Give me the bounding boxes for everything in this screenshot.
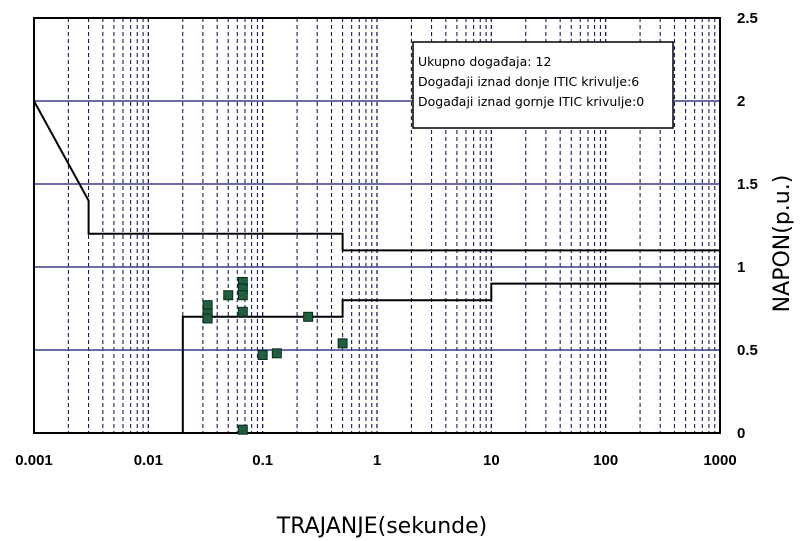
x-tick-label: 0.01 — [134, 452, 163, 469]
x-tick-label: 0.001 — [15, 452, 53, 469]
legend-total-events: Ukupno događaja: 12 — [418, 54, 551, 69]
y-tick-label: 2 — [737, 93, 745, 110]
x-tick-label: 1 — [373, 452, 381, 469]
y-tick-label: 0 — [737, 425, 745, 442]
vertical-grid — [67, 18, 716, 433]
event-point — [237, 424, 248, 435]
event-point — [303, 311, 314, 322]
legend-box: Ukupno događaja: 12 Događaji iznad donje… — [412, 41, 674, 129]
legend-events-above-lower: Događaji iznad donje ITIC krivulje:6 — [418, 74, 639, 89]
x-tick-label: 100 — [593, 452, 618, 469]
legend-frame — [412, 41, 674, 129]
event-point — [223, 290, 234, 301]
y-tick-label: 1.5 — [737, 176, 758, 193]
event-point — [202, 300, 213, 311]
event-point — [337, 338, 348, 349]
lower-itic-curve — [34, 282, 720, 434]
plot-area — [33, 17, 721, 435]
x-tick-label: 0.1 — [252, 452, 273, 469]
event-point — [237, 290, 248, 301]
y-tick-label: 0.5 — [737, 342, 758, 359]
event-points — [202, 276, 348, 435]
event-point — [257, 349, 268, 360]
plot-frame — [33, 17, 721, 434]
y-tick-label: 1 — [737, 259, 745, 276]
x-tick-labels: 0.001 0.01 0.1 1 10 100 1000 — [15, 452, 736, 469]
event-point — [237, 306, 248, 317]
x-tick-label: 10 — [483, 452, 500, 469]
y-tick-labels: 0 0.5 1 1.5 2 2.5 — [737, 10, 758, 442]
upper-itic-curve — [33, 100, 720, 252]
legend-events-above-upper: Događaji iznad gornje ITIC krivulje:0 — [418, 94, 644, 109]
y-axis-title: NAPON(p.u.) — [770, 175, 795, 313]
y-tick-label: 2.5 — [737, 10, 758, 27]
event-point — [202, 313, 213, 324]
event-point — [271, 348, 282, 359]
x-axis-title: TRAJANJE(sekunde) — [276, 514, 488, 539]
x-tick-label: 1000 — [703, 452, 736, 469]
